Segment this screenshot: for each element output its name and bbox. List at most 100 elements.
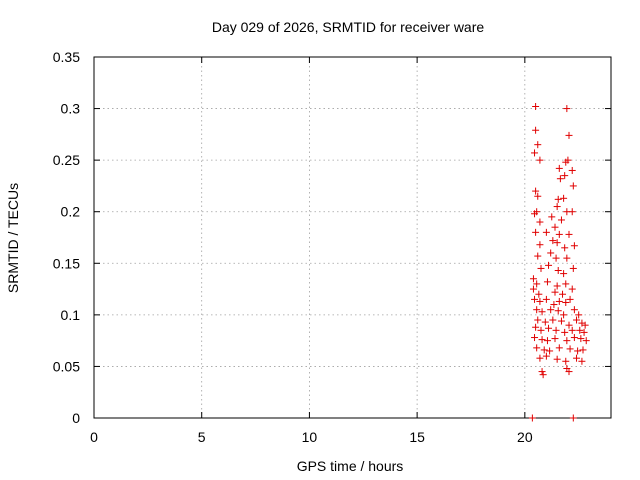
data-point xyxy=(532,323,540,331)
data-point xyxy=(547,249,555,257)
data-point xyxy=(559,290,567,298)
data-point xyxy=(575,311,583,319)
data-point xyxy=(581,321,589,329)
data-point xyxy=(545,261,553,269)
data-point xyxy=(531,295,539,303)
data-point xyxy=(551,288,559,296)
y-tick-label: 0.05 xyxy=(53,358,80,374)
data-point xyxy=(565,230,573,238)
data-point xyxy=(543,337,551,345)
data-point xyxy=(554,307,562,315)
data-point xyxy=(532,126,540,134)
data-point xyxy=(574,347,582,355)
data-point xyxy=(552,254,560,262)
data-point xyxy=(536,156,544,164)
data-point xyxy=(528,414,536,422)
data-point xyxy=(529,285,537,293)
data-point xyxy=(568,326,576,334)
chart-title: Day 029 of 2026, SRMTID for receiver war… xyxy=(212,19,485,35)
data-point xyxy=(553,355,561,363)
y-tick-label: 0.2 xyxy=(61,204,81,220)
data-point xyxy=(545,324,553,332)
data-point xyxy=(549,237,557,245)
data-point xyxy=(555,230,563,238)
data-point xyxy=(533,344,541,352)
data-point xyxy=(532,187,540,195)
x-tick-label: 0 xyxy=(90,429,98,445)
data-point xyxy=(563,337,571,345)
y-tick-label: 0.35 xyxy=(53,49,80,65)
data-point xyxy=(569,182,577,190)
data-point xyxy=(539,371,547,379)
axis-ticks: 0 0.05 0.1 0.15 0.2 0.25 0.3 0.35 0 5 10 15 20 xyxy=(53,49,611,445)
data-point xyxy=(548,213,556,221)
data-point xyxy=(556,175,564,183)
data-point xyxy=(569,414,577,422)
data-point xyxy=(560,270,568,278)
y-tick-label: 0.3 xyxy=(61,101,81,117)
data-point xyxy=(534,141,542,149)
y-tick-label: 0.15 xyxy=(53,255,80,271)
data-point xyxy=(533,280,541,288)
data-point xyxy=(576,326,584,334)
data-point xyxy=(570,306,578,314)
data-point xyxy=(552,326,560,334)
data-point xyxy=(534,316,542,324)
data-point xyxy=(553,282,561,290)
data-point xyxy=(566,345,574,353)
data-point xyxy=(529,275,537,283)
data-point xyxy=(565,131,573,139)
data-point xyxy=(531,149,539,157)
data-point xyxy=(568,166,576,174)
data-point xyxy=(561,172,569,180)
y-tick-label: 0.1 xyxy=(61,307,81,323)
data-point xyxy=(538,308,546,316)
data-point xyxy=(546,347,554,355)
data-point xyxy=(569,264,577,272)
x-axis-label: GPS time / hours xyxy=(297,458,404,474)
y-axis-label: SRMTID / TECUs xyxy=(5,183,21,293)
data-point xyxy=(533,306,541,314)
data-point xyxy=(570,242,578,250)
data-point xyxy=(573,354,581,362)
data-point xyxy=(579,346,587,354)
data-point xyxy=(531,334,539,342)
data-point xyxy=(554,267,562,275)
data-point xyxy=(538,368,546,376)
x-tick-label: 10 xyxy=(302,429,318,445)
data-point xyxy=(561,328,569,336)
data-point xyxy=(562,158,570,166)
plot-frame xyxy=(93,56,612,419)
data-point xyxy=(573,316,581,324)
data-point xyxy=(531,210,539,218)
data-point xyxy=(547,306,555,314)
data-point xyxy=(560,194,568,202)
data-point xyxy=(578,357,586,365)
data-point xyxy=(565,321,573,329)
data-point xyxy=(532,228,540,236)
grid-lines xyxy=(94,57,611,418)
data-point xyxy=(553,203,561,211)
data-point xyxy=(550,301,558,309)
x-tick-label: 15 xyxy=(409,429,425,445)
data-point xyxy=(536,218,544,226)
data-points xyxy=(528,103,590,422)
data-point xyxy=(562,280,570,288)
data-point xyxy=(553,239,561,247)
data-point xyxy=(568,208,576,216)
data-point xyxy=(540,346,548,354)
data-point xyxy=(555,297,563,305)
data-point xyxy=(549,316,557,324)
data-point xyxy=(536,354,544,362)
data-point xyxy=(534,252,542,260)
x-tick-label: 20 xyxy=(517,429,533,445)
data-point xyxy=(536,297,544,305)
data-point xyxy=(562,298,570,306)
data-point xyxy=(555,164,563,172)
data-point xyxy=(551,223,559,231)
data-point xyxy=(555,344,563,352)
data-point xyxy=(551,335,559,343)
data-point xyxy=(542,352,550,360)
y-tick-label: 0.25 xyxy=(53,152,80,168)
